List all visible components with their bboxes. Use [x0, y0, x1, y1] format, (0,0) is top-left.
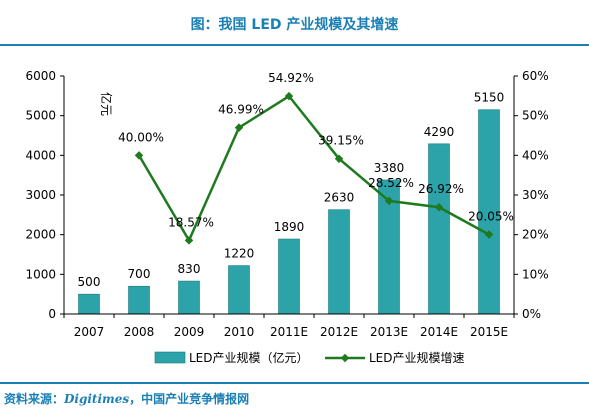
- source-italic: Digitimes: [64, 392, 130, 406]
- x-tick-label: 2014E: [420, 325, 458, 339]
- x-tick-label: 2008: [124, 325, 155, 339]
- bar-value-label: 830: [178, 262, 201, 276]
- bar: [428, 143, 450, 315]
- source-suffix: ，中国产业竞争情报网: [129, 392, 250, 406]
- legend-bar-label: LED产业规模（亿元）: [189, 350, 309, 365]
- x-tick-label: 2011E: [270, 325, 308, 339]
- y-tick-label-left: 2000: [25, 228, 56, 242]
- y-tick-label-left: 0: [48, 307, 56, 321]
- growth-value-label: 39.15%: [318, 134, 364, 148]
- bar-value-label: 5150: [474, 91, 505, 105]
- y-tick-label-left: 1000: [25, 267, 56, 281]
- growth-point: [484, 230, 494, 239]
- y-tick-label-right: 50%: [522, 109, 549, 123]
- y-axis-unit-label: 亿元: [99, 92, 114, 116]
- growth-value-label: 46.99%: [218, 103, 264, 117]
- y-tick-label-left: 3000: [25, 188, 56, 202]
- source-prefix: 资料来源：: [4, 392, 65, 406]
- page-title: 图：我国 LED 产业规模及其增速: [190, 17, 399, 33]
- x-tick-label: 2012E: [320, 325, 358, 339]
- growth-value-label: 54.92%: [268, 71, 314, 85]
- y-tick-label-right: 0%: [522, 307, 541, 321]
- growth-value-label: 20.05%: [468, 209, 514, 223]
- bar: [128, 285, 150, 315]
- y-tick-label-right: 10%: [522, 267, 549, 281]
- y-tick-label-right: 20%: [522, 228, 549, 242]
- bottom-divider: [0, 382, 589, 384]
- bar-value-label: 500: [78, 275, 101, 289]
- y-tick-label-right: 30%: [522, 188, 549, 202]
- growth-value-label: 18.57%: [168, 215, 214, 229]
- bar-value-label: 1220: [224, 247, 255, 261]
- x-tick-label: 2013E: [370, 325, 408, 339]
- growth-point: [134, 151, 144, 160]
- bar: [278, 238, 300, 315]
- growth-value-label: 40.00%: [118, 130, 164, 144]
- y-tick-label-right: 60%: [522, 69, 549, 83]
- legend-line-marker: [340, 353, 350, 363]
- growth-point: [184, 236, 194, 245]
- y-tick-label-left: 4000: [25, 148, 56, 162]
- growth-line: [137, 94, 490, 244]
- growth-point: [234, 123, 244, 132]
- bar-value-label: 2630: [324, 191, 355, 205]
- bar-value-label: 700: [128, 267, 151, 281]
- y-tick-label-right: 40%: [522, 148, 549, 162]
- growth-point: [334, 154, 344, 163]
- growth-point: [384, 196, 394, 206]
- source-note: 资料来源：Digitimes，中国产业竞争情报网: [4, 390, 249, 407]
- growth-point: [434, 202, 444, 212]
- bar-value-label: 3380: [374, 161, 405, 175]
- growth-value-label: 28.52%: [368, 176, 414, 190]
- bar: [78, 293, 100, 315]
- growth-value-label: 26.92%: [418, 182, 464, 196]
- x-tick-label: 2009: [174, 325, 205, 339]
- bar: [228, 265, 250, 315]
- legend-bar-swatch: [154, 351, 186, 364]
- bar-value-label: 4290: [424, 125, 455, 139]
- bar: [328, 209, 350, 315]
- y-tick-label-left: 5000: [25, 109, 56, 123]
- x-tick-label: 2010: [224, 325, 255, 339]
- growth-point: [284, 91, 294, 101]
- bar: [178, 280, 200, 315]
- bar-value-label: 1890: [274, 220, 305, 234]
- y-tick-label-left: 6000: [25, 69, 56, 83]
- x-tick-label: 2007: [74, 325, 105, 339]
- x-tick-label: 2015E: [470, 325, 508, 339]
- top-divider: [0, 44, 589, 46]
- legend-line-label: LED产业规模增速: [369, 350, 465, 365]
